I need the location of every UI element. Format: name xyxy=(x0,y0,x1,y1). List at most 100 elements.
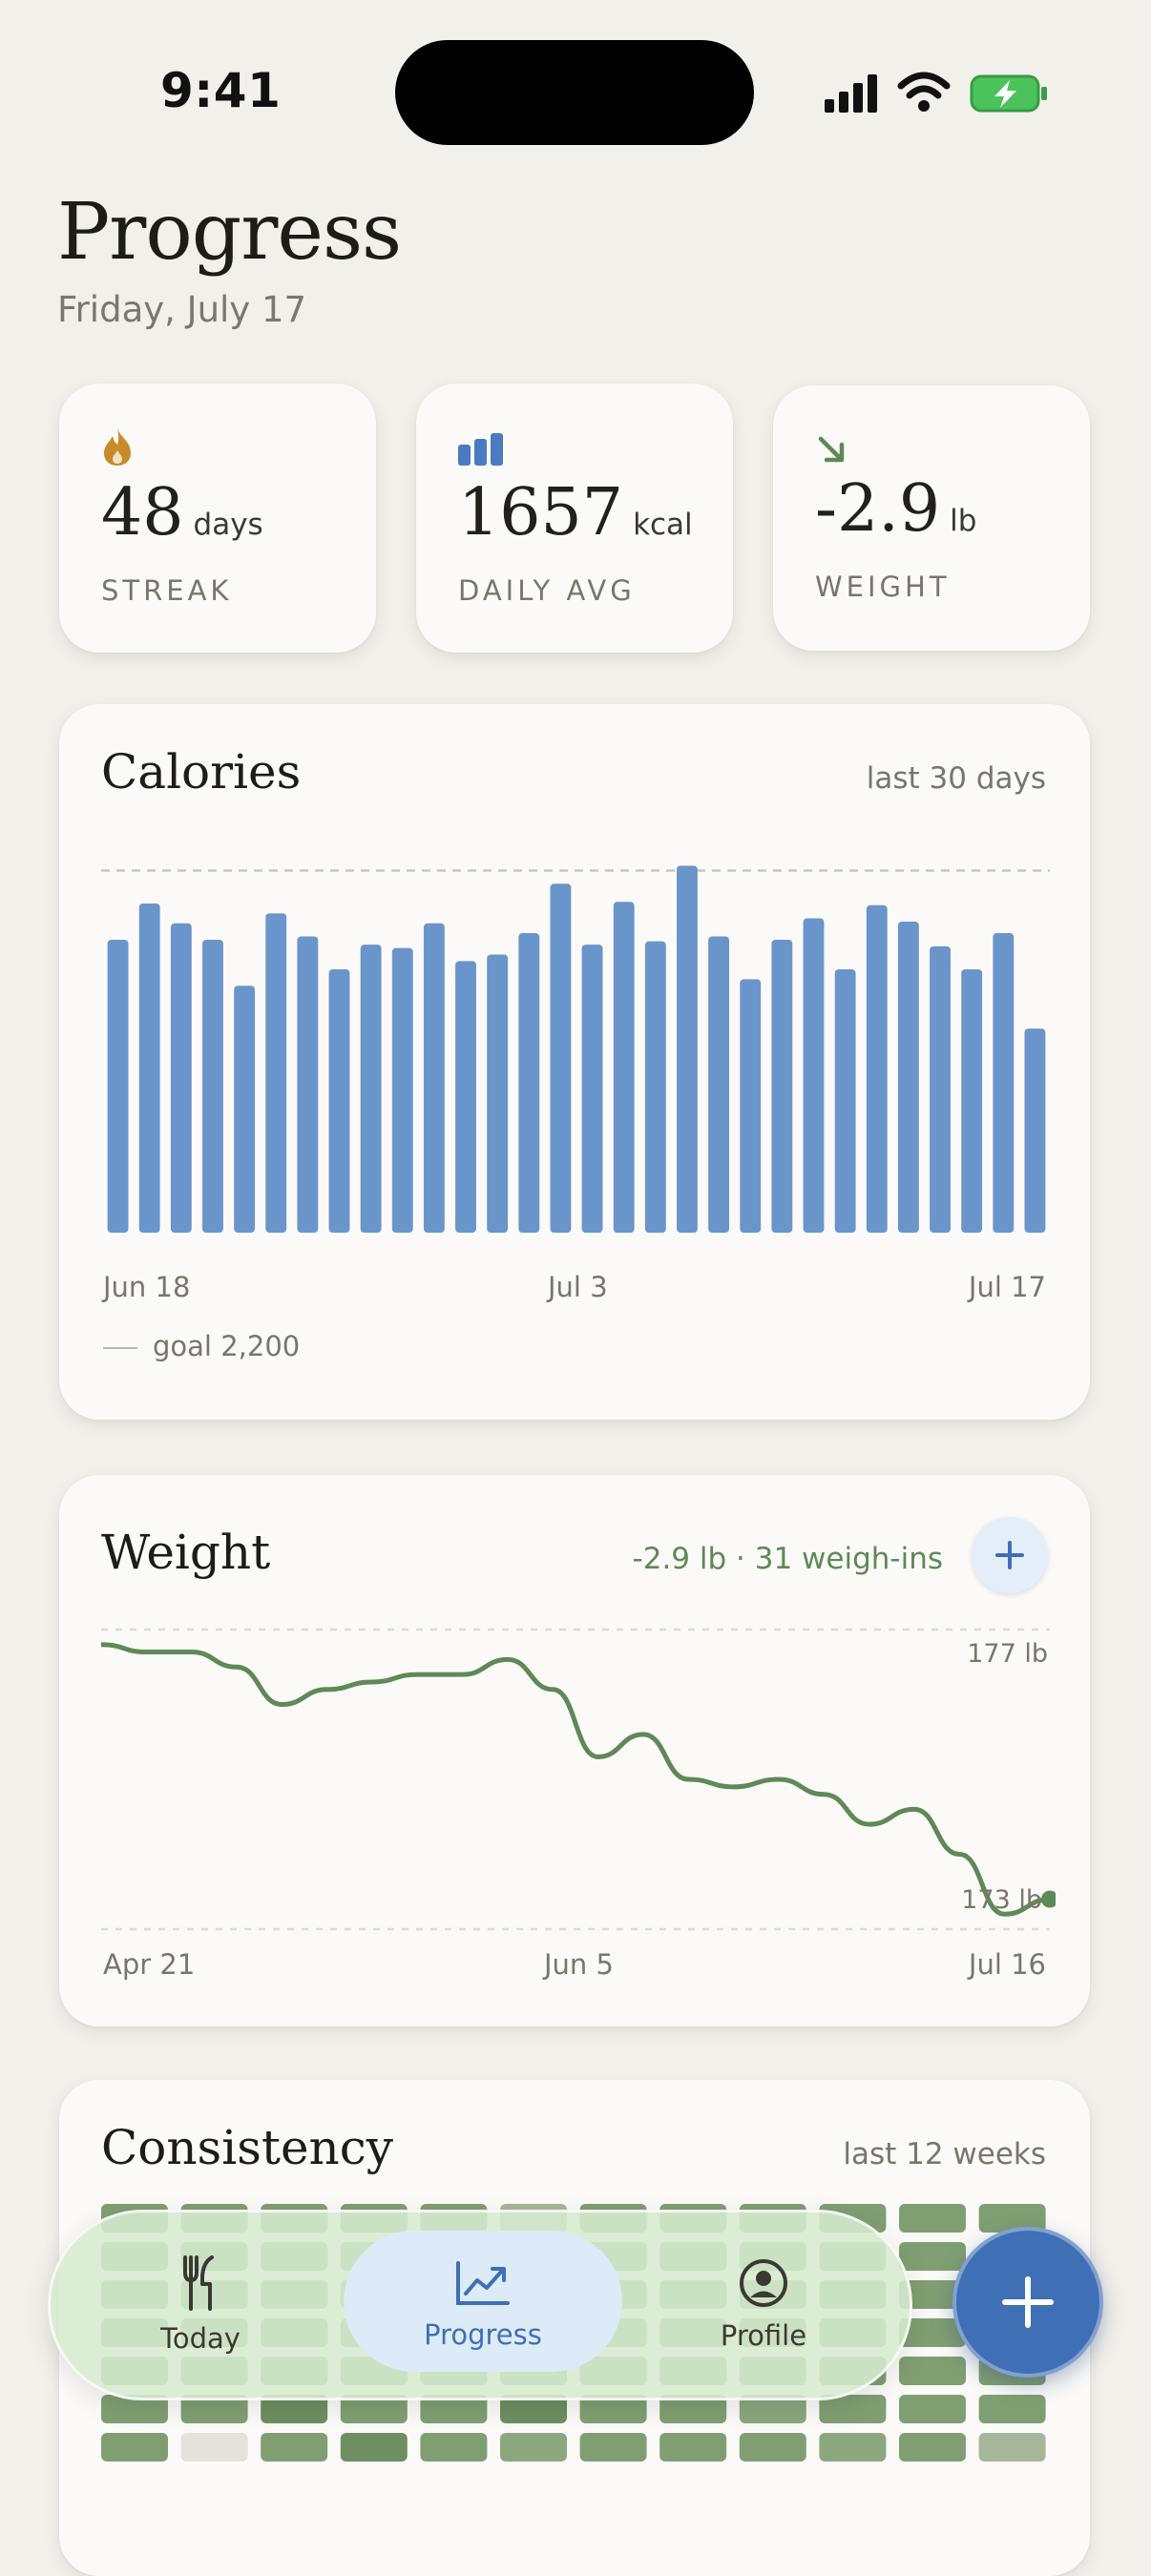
calorie-bar xyxy=(961,969,983,1233)
wifi-icon xyxy=(897,72,951,112)
weight-summary: -2.9 lb · 31 weigh-ins xyxy=(632,1542,943,1576)
heatmap-cell xyxy=(739,2433,806,2462)
tab-profile[interactable]: Profile xyxy=(697,2210,830,2400)
plus-icon xyxy=(1002,2276,1054,2328)
heatmap-cell xyxy=(261,2395,328,2423)
heatmap-cell xyxy=(180,2395,248,2423)
weight-stat-label: WEIGHT xyxy=(815,571,951,603)
bar-chart-icon xyxy=(458,433,503,466)
weight-series-line xyxy=(101,1642,1053,1917)
goal-legend-swatch xyxy=(103,1347,137,1349)
calorie-bar xyxy=(677,865,698,1233)
calorie-bar xyxy=(644,941,666,1233)
latest-weigh-in-point xyxy=(1041,1890,1056,1908)
heatmap-cell xyxy=(739,2395,806,2423)
heatmap-cell xyxy=(261,2433,328,2462)
calories-card: Calories last 30 days Jun 18 Jul 3 Jul 1… xyxy=(59,704,1090,1420)
heatmap-cell xyxy=(899,2318,966,2347)
battery-charging-icon xyxy=(970,74,1047,113)
heatmap-cell xyxy=(500,2395,567,2423)
calorie-bar xyxy=(550,883,572,1233)
heatmap-cell xyxy=(899,2204,966,2233)
calorie-bar xyxy=(581,945,603,1233)
tab-bar: Today Progress Profile xyxy=(48,2210,912,2400)
status-time: 9:41 xyxy=(160,63,282,118)
tab-today-label: Today xyxy=(160,2322,241,2355)
weight-y-bottom-label: 173 lb xyxy=(961,1885,1042,1915)
weight-x-label-end: Jul 16 xyxy=(968,1948,1046,1981)
calories-title: Calories xyxy=(101,744,302,800)
consistency-range: last 12 weeks xyxy=(843,2137,1046,2171)
flame-icon xyxy=(104,427,131,466)
calorie-bar xyxy=(138,904,160,1233)
add-entry-fab[interactable] xyxy=(952,2227,1103,2378)
page-subtitle: Friday, July 17 xyxy=(57,289,307,330)
calorie-bar xyxy=(107,939,129,1233)
weight-chart xyxy=(101,1628,1056,1931)
weight-x-label-mid: Jun 5 xyxy=(544,1948,614,1981)
calorie-bar xyxy=(487,954,509,1233)
calorie-bar xyxy=(455,961,476,1233)
heatmap-cell xyxy=(579,2395,647,2423)
streak-value: 48 xyxy=(101,475,184,551)
streak-card[interactable]: 48 days STREAK xyxy=(59,384,376,653)
weight-card: Weight -2.9 lb · 31 weigh-ins 177 lb 173… xyxy=(59,1475,1090,2026)
calorie-bar xyxy=(328,969,350,1233)
streak-label: STREAK xyxy=(101,574,233,607)
daily-avg-card[interactable]: 1657 kcal DAILY AVG xyxy=(416,384,733,653)
calories-x-label-mid: Jul 3 xyxy=(548,1271,608,1303)
calorie-bar xyxy=(170,923,192,1233)
dynamic-island xyxy=(395,40,754,145)
calories-chart xyxy=(101,865,1050,1233)
heatmap-cell xyxy=(978,2433,1046,2462)
calorie-bar xyxy=(265,913,287,1233)
tab-progress[interactable]: Progress xyxy=(391,2210,575,2400)
calorie-bar xyxy=(897,921,919,1233)
consistency-title: Consistency xyxy=(101,2120,394,2175)
tab-progress-label: Progress xyxy=(424,2318,542,2351)
cellular-signal-icon xyxy=(825,74,877,113)
heatmap-cell xyxy=(101,2395,168,2423)
calorie-bar xyxy=(297,936,319,1233)
calorie-bar xyxy=(993,933,1015,1233)
calorie-bar xyxy=(866,904,888,1233)
add-weigh-in-button[interactable] xyxy=(972,1517,1048,1593)
heatmap-cell xyxy=(819,2395,887,2423)
heatmap-cell xyxy=(180,2433,248,2462)
calorie-bar xyxy=(834,969,856,1233)
weight-x-label-start: Apr 21 xyxy=(103,1948,196,1981)
heatmap-cell xyxy=(101,2433,168,2462)
heatmap-cell xyxy=(899,2395,966,2423)
heatmap-cell xyxy=(340,2433,408,2462)
heatmap-cell xyxy=(500,2433,567,2462)
heatmap-cell xyxy=(899,2242,966,2271)
calorie-bar xyxy=(803,918,825,1233)
profile-icon xyxy=(740,2259,787,2307)
heatmap-cell xyxy=(579,2433,647,2462)
heatmap-cell xyxy=(659,2395,727,2423)
heatmap-cell xyxy=(659,2433,727,2462)
calorie-bar xyxy=(234,986,256,1233)
calories-x-label-end: Jul 17 xyxy=(968,1271,1046,1303)
calorie-bar xyxy=(423,923,445,1233)
chart-trend-icon xyxy=(456,2261,510,2305)
calorie-bar xyxy=(1024,1028,1046,1233)
calorie-bar xyxy=(771,939,793,1233)
tab-profile-label: Profile xyxy=(720,2319,807,2352)
calorie-bar xyxy=(360,945,382,1233)
calorie-bar xyxy=(930,945,951,1233)
weight-stat-card[interactable]: -2.9 lb WEIGHT xyxy=(773,385,1090,651)
page-title: Progress xyxy=(57,187,402,278)
heatmap-cell xyxy=(899,2357,966,2385)
heatmap-cell xyxy=(899,2280,966,2309)
heatmap-cell xyxy=(978,2204,1046,2233)
calorie-bar xyxy=(708,936,730,1233)
heatmap-cell xyxy=(420,2395,488,2423)
daily-avg-unit: kcal xyxy=(633,508,693,542)
heatmap-cell xyxy=(420,2433,488,2462)
tab-today[interactable]: Today xyxy=(134,2210,267,2400)
trend-down-arrow-icon xyxy=(818,436,845,463)
weight-stat-value: -2.9 xyxy=(815,471,941,547)
fork-knife-icon xyxy=(183,2255,214,2311)
weight-stat-unit: lb xyxy=(950,504,977,538)
